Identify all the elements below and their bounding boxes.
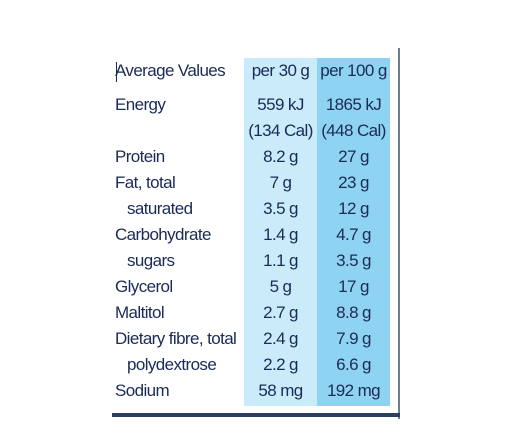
table-row: Sodium 58 mg 192 mg: [112, 378, 390, 404]
row-per-100g: 1865 kJ: [325, 95, 382, 114]
row-per-30g: 58 mg: [258, 381, 303, 400]
table-row: Glycerol 5 g 17 g: [112, 274, 390, 300]
nutrition-panel: Average Values per 30 g per 100 g Energy…: [112, 48, 400, 419]
table-row: (134 Cal) (448 Cal): [112, 118, 390, 144]
row-per-100g: 4.7 g: [336, 225, 371, 244]
row-per-100g: 3.5 g: [336, 251, 371, 270]
row-label: Energy: [115, 95, 166, 114]
row-per-100g: 27 g: [338, 147, 369, 166]
row-label: Carbohydrate: [115, 225, 211, 244]
row-per-100g: 6.6 g: [336, 355, 371, 374]
header-per-100g: per 100 g: [320, 61, 387, 80]
row-per-30g: 1.4 g: [263, 225, 298, 244]
row-label: saturated: [127, 199, 193, 218]
row-label: Sodium: [115, 381, 170, 400]
row-label: Glycerol: [115, 277, 173, 296]
table-row: Carbohydrate 1.4 g 4.7 g: [112, 222, 390, 248]
row-label: Dietary fibre, total: [115, 329, 237, 348]
table-row: Maltitol 2.7 g 8.8 g: [112, 300, 390, 326]
row-per-100g: 12 g: [338, 199, 369, 218]
table-row: Protein 8.2 g 27 g: [112, 144, 390, 170]
header-row: Average Values per 30 g per 100 g: [112, 58, 390, 84]
row-label: Protein: [115, 147, 165, 166]
header-per-30g: per 30 g: [251, 61, 310, 80]
row-per-100g: 192 mg: [326, 381, 381, 400]
row-per-30g: 559 kJ: [257, 95, 304, 114]
table-row: Fat, total 7 g 23 g: [112, 170, 390, 196]
row-per-30g: 5 g: [269, 277, 292, 296]
row-per-30g: 2.4 g: [263, 329, 298, 348]
row-label: polydextrose: [127, 355, 217, 374]
per-100g-column-shade: [317, 58, 390, 406]
per-30g-column-shade: [244, 58, 317, 406]
row-per-100g: 7.9 g: [336, 329, 371, 348]
row-per-100g: 8.8 g: [336, 303, 371, 322]
row-per-30g: 2.2 g: [263, 355, 298, 374]
row-per-100g: (448 Cal): [321, 121, 386, 140]
row-per-100g: 17 g: [338, 277, 369, 296]
panel-bottom-border: [112, 413, 400, 417]
row-per-30g: 3.5 g: [263, 199, 298, 218]
row-label: Fat, total: [115, 173, 176, 192]
text-cursor: [116, 62, 117, 82]
row-per-100g: 23 g: [338, 173, 369, 192]
header-label: Average Values: [115, 61, 226, 80]
row-label: Maltitol: [115, 303, 165, 322]
table-row: saturated 3.5 g 12 g: [112, 196, 390, 222]
row-per-30g: 2.7 g: [263, 303, 298, 322]
row-per-30g: 8.2 g: [263, 147, 298, 166]
row-label: sugars: [127, 251, 175, 270]
row-label: [115, 118, 243, 144]
table-row: Energy 559 kJ 1865 kJ: [112, 92, 390, 118]
table-row: Dietary fibre, total 2.4 g 7.9 g: [112, 326, 390, 352]
row-per-30g: 1.1 g: [263, 251, 298, 270]
table-row: sugars 1.1 g 3.5 g: [112, 248, 390, 274]
table-row: polydextrose 2.2 g 6.6 g: [112, 352, 390, 378]
panel-right-border: [398, 48, 400, 419]
row-per-30g: 7 g: [269, 173, 292, 192]
row-per-30g: (134 Cal): [248, 121, 313, 140]
